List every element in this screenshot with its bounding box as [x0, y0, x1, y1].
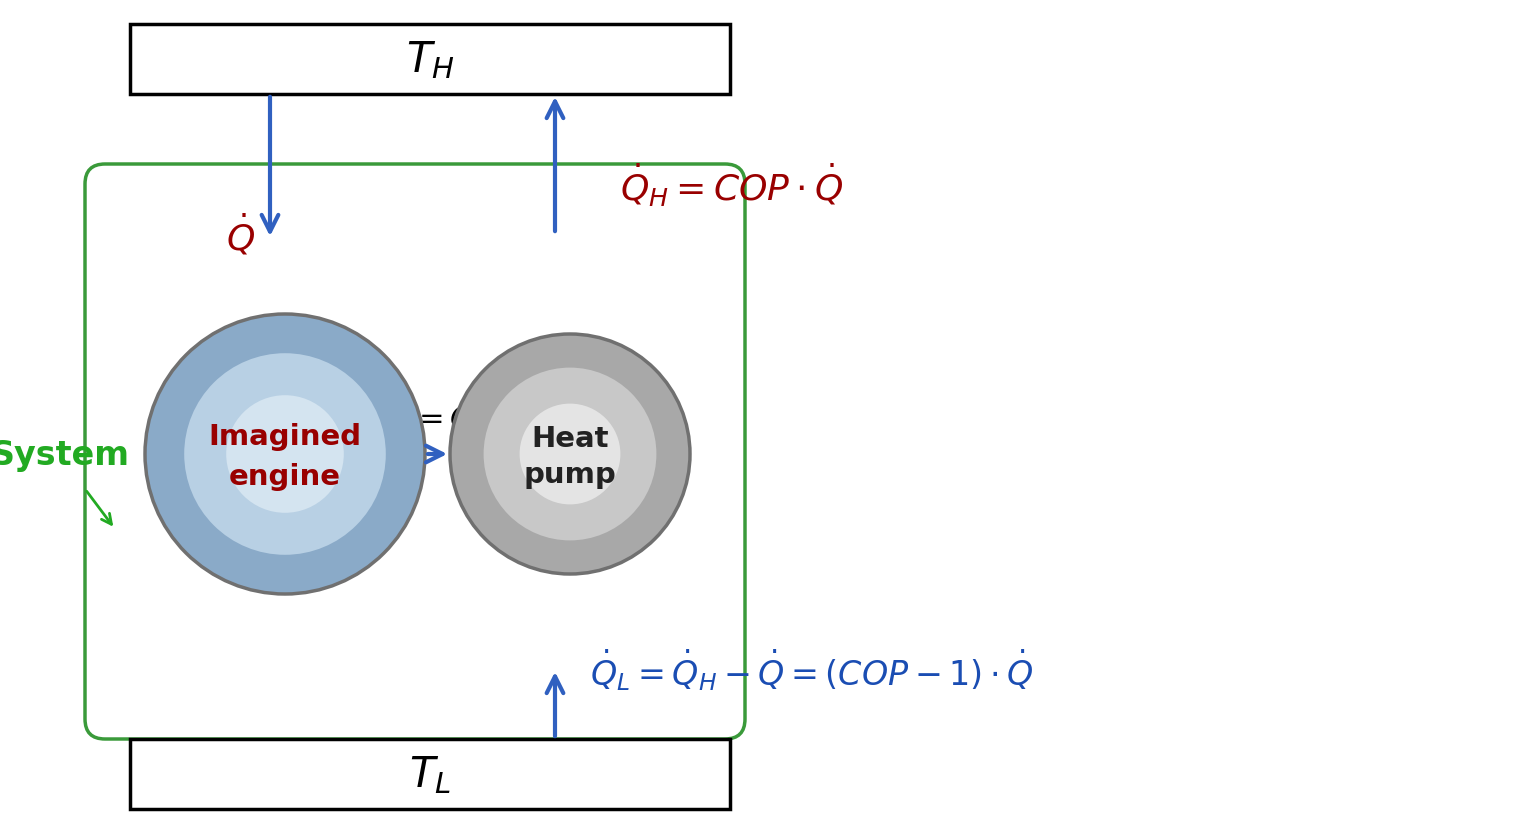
Text: $\dot{Q}_L=\dot{Q}_H-\dot{Q}=(COP-1)\cdot\dot{Q}$: $\dot{Q}_L=\dot{Q}_H-\dot{Q}=(COP-1)\cdo… — [590, 646, 1034, 692]
Text: $\dot{Q}$: $\dot{Q}$ — [226, 212, 255, 257]
Text: $T_H$: $T_H$ — [406, 39, 455, 81]
Text: $\dot{Q}_H=COP \cdot \dot{Q}$: $\dot{Q}_H=COP \cdot \dot{Q}$ — [621, 161, 843, 208]
Text: $\dot{W}=\dot{Q}$: $\dot{W}=\dot{Q}$ — [382, 395, 475, 434]
Circle shape — [484, 368, 656, 541]
Text: Imagined: Imagined — [209, 422, 361, 451]
Text: $T_L$: $T_L$ — [409, 753, 452, 795]
FancyBboxPatch shape — [131, 25, 730, 95]
Text: pump: pump — [524, 461, 616, 488]
Circle shape — [226, 395, 344, 513]
FancyBboxPatch shape — [84, 165, 745, 739]
Text: System: System — [0, 438, 129, 471]
Text: Heat: Heat — [531, 425, 608, 452]
Circle shape — [519, 404, 621, 505]
Text: engine: engine — [229, 462, 341, 491]
Circle shape — [184, 354, 386, 555]
Circle shape — [144, 314, 425, 594]
FancyBboxPatch shape — [131, 739, 730, 809]
Circle shape — [450, 334, 690, 574]
